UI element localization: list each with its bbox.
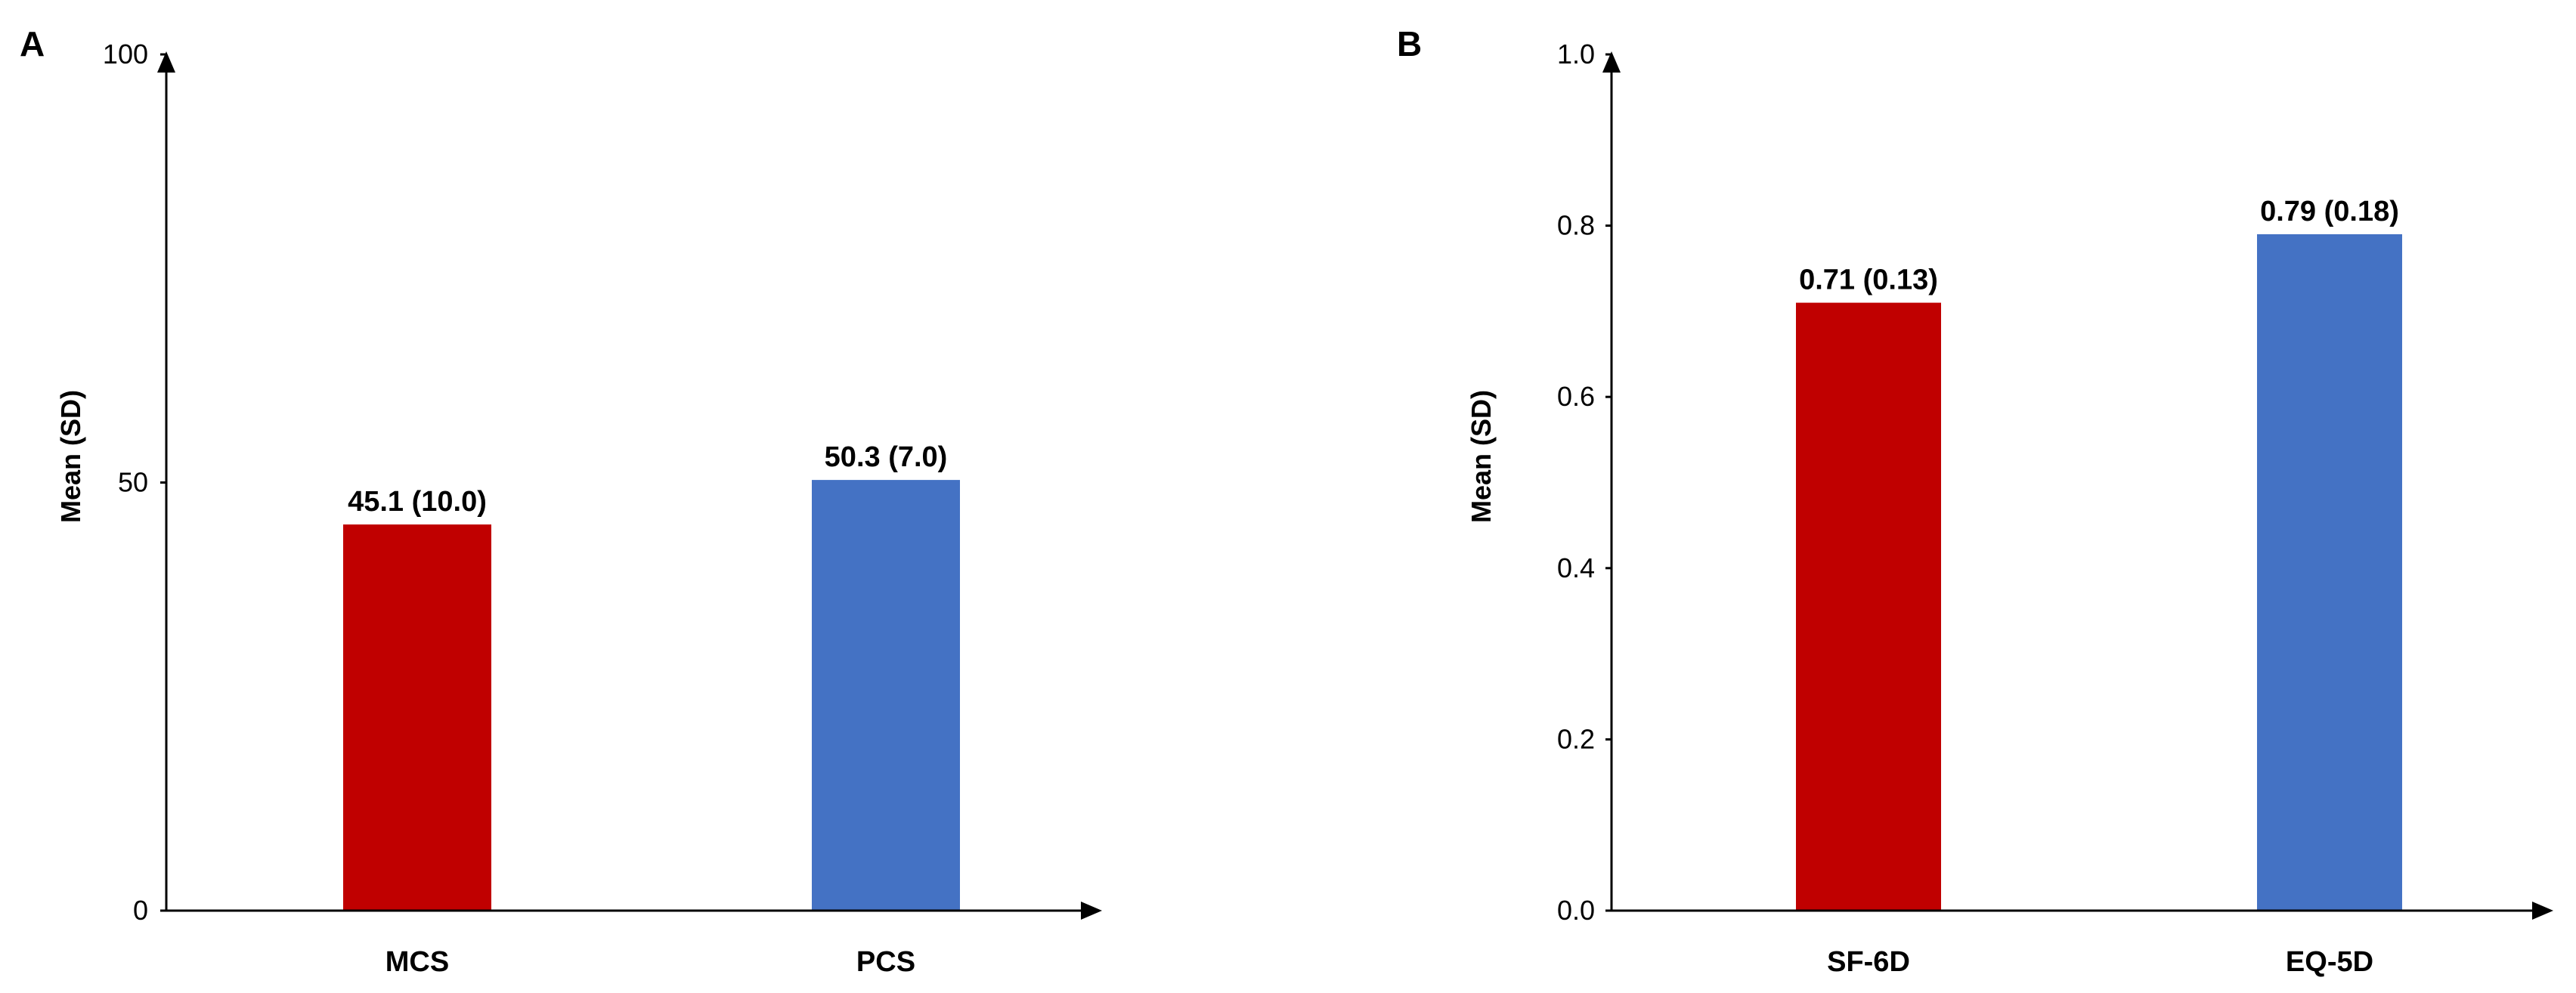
panel-b-x-categories: SF-6D EQ-5D (1827, 946, 2373, 978)
bar-mcs (343, 524, 491, 911)
y-tick-label: 0.8 (1557, 210, 1595, 241)
data-label-eq-5d: 0.79 (0.18) (2260, 196, 2399, 227)
panel-b-bars (1796, 234, 2402, 911)
panel-b-x-axis-arrow (2532, 902, 2553, 920)
bar-pcs (812, 480, 960, 911)
y-tick-label: 100 (103, 39, 148, 70)
y-tick-label: 1.0 (1557, 39, 1595, 70)
bar-eq-5d (2257, 234, 2402, 911)
panel-a-y-axis-arrow (157, 51, 175, 73)
y-tick-label: 0.0 (1557, 895, 1595, 926)
panel-a-x-categories: MCS PCS (385, 946, 915, 978)
panel-b-letter: B (1397, 24, 1422, 63)
y-tick-label: 0.2 (1557, 723, 1595, 754)
y-tick-label: 0.6 (1557, 381, 1595, 412)
panel-b-data-labels: 0.71 (0.13) 0.79 (0.18) (1799, 196, 2399, 296)
data-label-sf-6d: 0.71 (0.13) (1799, 264, 1938, 296)
y-tick-label: 0.4 (1557, 552, 1595, 583)
y-tick-label: 50 (118, 467, 148, 498)
panel-a-x-axis-arrow (1081, 902, 1102, 920)
data-label-mcs: 45.1 (10.0) (348, 486, 487, 518)
panel-a-chart: A Mean (SD) 0 50 100 45.1 (10.0) 50.3 (7.0)… (20, 24, 1102, 978)
panel-b-y-axis-arrow (1602, 51, 1621, 73)
panel-a-y-axis-label: Mean (SD) (55, 390, 86, 523)
bar-sf-6d (1796, 302, 1941, 911)
panel-a-bars (343, 480, 960, 911)
panel-b-y-ticks: 0.0 0.2 0.4 0.6 0.8 1.0 (1557, 39, 1612, 926)
data-label-pcs: 50.3 (7.0) (825, 441, 948, 473)
panel-b-y-axis-label: Mean (SD) (1466, 390, 1497, 523)
panel-a-data-labels: 45.1 (10.0) 50.3 (7.0) (348, 441, 947, 518)
x-category-label: SF-6D (1827, 946, 1910, 978)
y-tick-label: 0 (133, 895, 148, 926)
x-category-label: MCS (385, 946, 449, 978)
x-category-label: PCS (856, 946, 915, 978)
panel-a-letter: A (20, 24, 45, 63)
panel-a-y-ticks: 0 50 100 (103, 39, 166, 926)
panel-b-chart: B Mean (SD) 0.0 0.2 0.4 0.6 0.8 1.0 0.71 (0.1… (1397, 24, 2553, 978)
x-category-label: EQ-5D (2286, 946, 2373, 978)
